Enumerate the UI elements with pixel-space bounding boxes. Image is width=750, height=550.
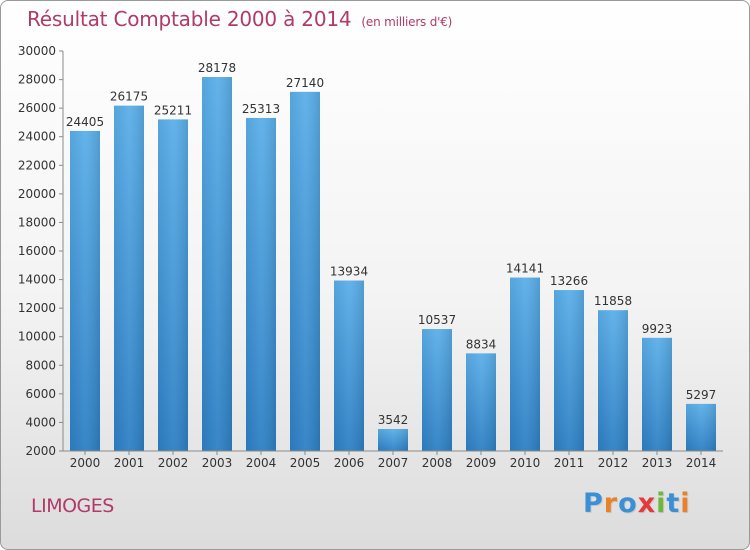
x-tick-label-2014: 2014 bbox=[686, 456, 717, 470]
bar-shade-2008 bbox=[422, 329, 452, 451]
bar-shade-2009 bbox=[466, 353, 496, 451]
bar-shade-2011 bbox=[554, 290, 584, 451]
logo-letter: i bbox=[656, 488, 667, 519]
data-label-2009: 8834 bbox=[466, 337, 497, 351]
data-label-2008: 10537 bbox=[418, 313, 456, 327]
data-label-2007: 3542 bbox=[378, 413, 409, 427]
y-tick-label: 4000 bbox=[25, 415, 56, 429]
y-tick-label: 10000 bbox=[18, 330, 56, 344]
y-tick-label: 28000 bbox=[18, 73, 56, 87]
x-tick-label-2013: 2013 bbox=[642, 456, 673, 470]
y-tick-label: 26000 bbox=[18, 101, 56, 115]
y-tick-label: 2000 bbox=[25, 444, 56, 458]
data-label-2002: 25211 bbox=[154, 103, 192, 117]
logo-letter: o bbox=[618, 488, 638, 519]
x-tick-label-2009: 2009 bbox=[466, 456, 497, 470]
y-tick-label: 6000 bbox=[25, 387, 56, 401]
x-tick-label-2001: 2001 bbox=[114, 456, 145, 470]
data-label-2004: 25313 bbox=[242, 102, 280, 116]
proxiti-logo: Proxiti bbox=[583, 488, 691, 519]
logo-letter: P bbox=[583, 488, 604, 519]
logo-letter: t bbox=[666, 488, 681, 519]
bar-shade-2014 bbox=[686, 403, 716, 451]
y-tick-label: 8000 bbox=[25, 358, 56, 372]
y-tick-label: 12000 bbox=[18, 301, 56, 315]
logo-letter: r bbox=[603, 488, 619, 519]
data-label-2013: 9923 bbox=[642, 322, 673, 336]
logo-letter: x bbox=[637, 488, 657, 519]
chart-title-text: Résultat Comptable 2000 à 2014 bbox=[27, 7, 352, 31]
data-label-2006: 13934 bbox=[330, 265, 368, 279]
data-label-2011: 13266 bbox=[550, 274, 588, 288]
bar-shade-2005 bbox=[290, 91, 320, 451]
x-tick-label-2010: 2010 bbox=[510, 456, 541, 470]
x-tick-label-2012: 2012 bbox=[598, 456, 629, 470]
x-tick-label-2000: 2000 bbox=[70, 456, 101, 470]
bars: 24405 26175 25211 28178 25313 27140 13934 3542 1… bbox=[66, 61, 717, 452]
logo-letter: i bbox=[680, 488, 691, 519]
bar-shade-2003 bbox=[202, 77, 232, 452]
data-label-2012: 11858 bbox=[594, 294, 632, 308]
data-label-2005: 27140 bbox=[286, 76, 324, 90]
x-tick-label-2002: 2002 bbox=[158, 456, 189, 470]
y-tick-label: 24000 bbox=[18, 130, 56, 144]
bar-shade-2006 bbox=[334, 280, 364, 451]
bar-shade-2013 bbox=[642, 337, 672, 451]
data-label-2003: 28178 bbox=[198, 61, 236, 75]
y-tick-label: 22000 bbox=[18, 158, 56, 172]
x-tick-label-2004: 2004 bbox=[246, 456, 277, 470]
x-tick-label-2011: 2011 bbox=[554, 456, 585, 470]
x-tick-label-2007: 2007 bbox=[378, 456, 409, 470]
location-label: LIMOGES bbox=[31, 495, 114, 517]
bar-shade-2007 bbox=[378, 428, 408, 451]
y-tick-label: 18000 bbox=[18, 215, 56, 229]
bar-shade-2000 bbox=[70, 130, 100, 451]
bar-shade-2012 bbox=[598, 310, 628, 451]
x-tick-label-2008: 2008 bbox=[422, 456, 453, 470]
y-tick-label: 30000 bbox=[18, 44, 56, 58]
y-tick-label: 16000 bbox=[18, 244, 56, 258]
bar-shade-2010 bbox=[510, 277, 540, 451]
bar-shade-2004 bbox=[246, 117, 276, 451]
x-tick-label-2003: 2003 bbox=[202, 456, 233, 470]
y-tick-label: 14000 bbox=[18, 273, 56, 287]
chart-title: Résultat Comptable 2000 à 2014 (en millie… bbox=[27, 7, 452, 31]
data-label-2001: 26175 bbox=[110, 90, 148, 104]
y-axis: 2000 4000 6000 8000 10000 12000 14000 16000 1800… bbox=[18, 44, 64, 458]
data-label-2010: 14141 bbox=[506, 262, 544, 276]
bar-shade-2001 bbox=[114, 105, 144, 452]
data-label-2000: 24405 bbox=[66, 115, 104, 129]
x-tick-label-2005: 2005 bbox=[290, 456, 321, 470]
x-tick-label-2006: 2006 bbox=[334, 456, 365, 470]
data-label-2014: 5297 bbox=[686, 388, 717, 402]
y-tick-label: 20000 bbox=[18, 187, 56, 201]
x-axis: 2000 2001 2002 2003 2004 2005 2006 2007 2008 2009… bbox=[63, 450, 723, 470]
chart-subtitle: (en milliers d'€) bbox=[361, 15, 453, 29]
bar-shade-2002 bbox=[158, 119, 188, 452]
